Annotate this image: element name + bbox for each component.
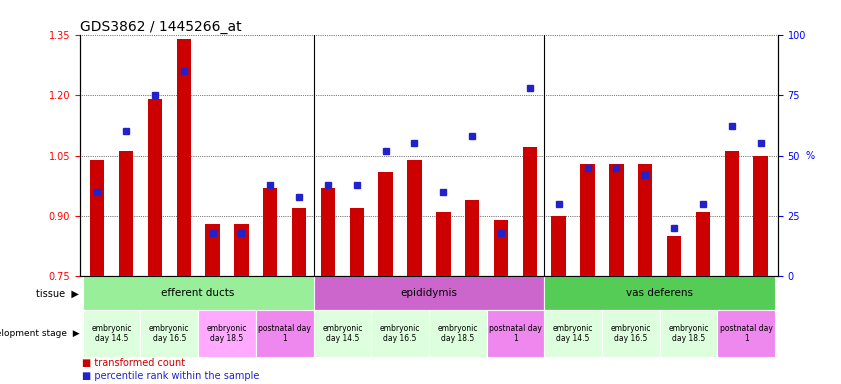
Bar [602,310,659,357]
Bar [314,310,371,357]
Bar [205,224,220,276]
Text: GDS3862 / 1445266_at: GDS3862 / 1445266_at [80,20,241,33]
Bar [350,208,364,276]
Bar [119,152,133,276]
Bar [544,276,775,310]
Bar [552,216,566,276]
Bar [638,164,653,276]
Text: embryonic
day 14.5: embryonic day 14.5 [92,324,132,343]
Bar [436,212,451,276]
Text: embryonic
day 16.5: embryonic day 16.5 [380,324,420,343]
Bar [82,276,314,310]
Text: development stage  ▶: development stage ▶ [0,329,79,338]
Bar [371,310,429,357]
Bar [667,236,681,276]
Text: embryonic
day 16.5: embryonic day 16.5 [149,324,189,343]
Bar [320,188,336,276]
Bar [487,310,544,357]
Bar [580,164,595,276]
Bar [140,310,198,357]
Text: ■ transformed count: ■ transformed count [82,358,185,368]
Bar [90,160,104,276]
Bar [429,310,487,357]
Bar [378,172,393,276]
Text: embryonic
day 18.5: embryonic day 18.5 [669,324,709,343]
Bar [465,200,479,276]
Bar [696,212,710,276]
Bar [494,220,508,276]
Bar [725,152,739,276]
Text: postnatal day
1: postnatal day 1 [489,324,542,343]
Bar [522,147,537,276]
Text: tissue  ▶: tissue ▶ [36,288,79,298]
Bar [292,208,306,276]
Bar [263,188,278,276]
Bar [314,276,544,310]
Text: embryonic
day 18.5: embryonic day 18.5 [437,324,478,343]
Text: postnatal day
1: postnatal day 1 [720,324,773,343]
Bar [544,310,602,357]
Bar [609,164,624,276]
Bar [82,310,140,357]
Text: efferent ducts: efferent ducts [161,288,235,298]
Text: embryonic
day 14.5: embryonic day 14.5 [553,324,594,343]
Bar [148,99,162,276]
Text: embryonic
day 16.5: embryonic day 16.5 [611,324,651,343]
Text: ■ percentile rank within the sample: ■ percentile rank within the sample [82,371,259,381]
Bar [717,310,775,357]
Text: embryonic
day 18.5: embryonic day 18.5 [207,324,247,343]
Bar [659,310,717,357]
Bar [177,39,191,276]
Bar [234,224,249,276]
Text: vas deferens: vas deferens [627,288,693,298]
Bar [198,310,256,357]
Bar [754,156,768,276]
Text: postnatal day
1: postnatal day 1 [258,324,311,343]
Text: embryonic
day 14.5: embryonic day 14.5 [322,324,362,343]
Text: epididymis: epididymis [400,288,458,298]
Bar [407,160,421,276]
Bar [256,310,314,357]
Y-axis label: %: % [806,151,815,161]
